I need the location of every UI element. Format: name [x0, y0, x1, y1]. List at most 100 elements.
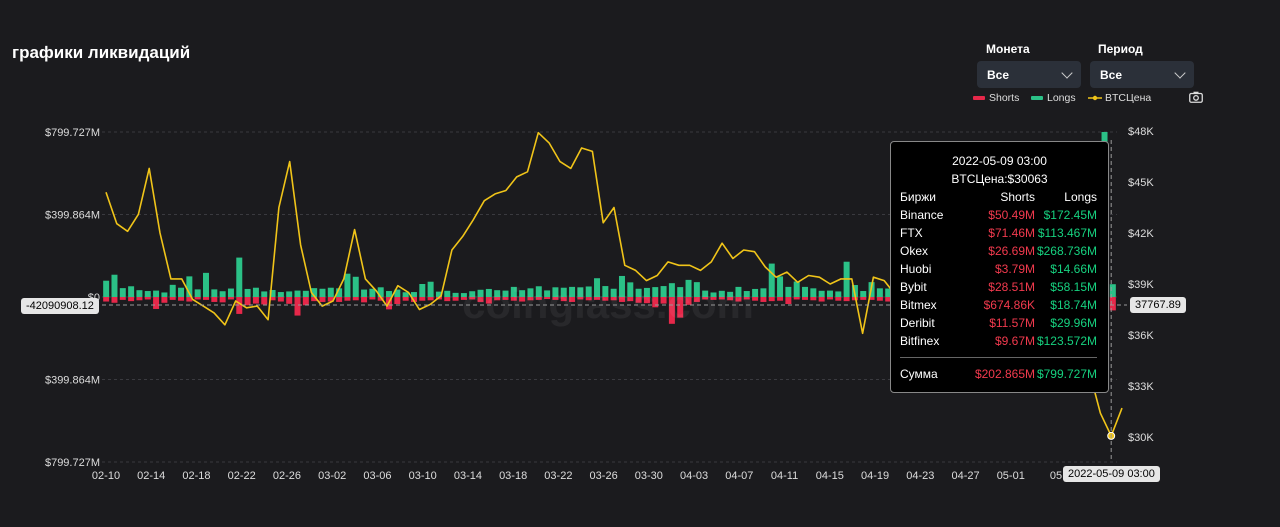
longs-bar[interactable] [718, 290, 725, 297]
longs-bar[interactable] [161, 292, 168, 297]
longs-bar[interactable] [485, 288, 492, 297]
shorts-bar[interactable] [485, 297, 492, 304]
longs-bar[interactable] [760, 288, 767, 297]
longs-bar[interactable] [169, 284, 176, 297]
longs-bar[interactable] [643, 287, 650, 297]
shorts-bar[interactable] [203, 297, 209, 300]
longs-bar[interactable] [227, 288, 234, 297]
longs-bar[interactable] [710, 292, 717, 297]
longs-bar[interactable] [777, 276, 784, 297]
shorts-bar[interactable] [361, 297, 368, 303]
longs-bar[interactable] [660, 286, 667, 297]
shorts-bar[interactable] [427, 297, 434, 301]
shorts-bar[interactable] [352, 297, 359, 301]
shorts-bar[interactable] [402, 297, 409, 301]
longs-bar[interactable] [402, 292, 409, 297]
longs-bar[interactable] [394, 289, 401, 297]
legend-longs[interactable]: Longs [1031, 92, 1076, 104]
longs-bar[interactable] [577, 287, 584, 297]
shorts-bar[interactable] [294, 297, 301, 316]
longs-bar[interactable] [702, 290, 709, 297]
longs-bar[interactable] [544, 290, 551, 297]
period-select[interactable]: Все [1090, 61, 1194, 88]
longs-bar[interactable] [768, 263, 775, 297]
shorts-bar[interactable] [569, 297, 576, 302]
longs-bar[interactable] [469, 291, 476, 297]
longs-bar[interactable] [585, 286, 592, 297]
longs-bar[interactable] [535, 286, 542, 297]
shorts-bar[interactable] [211, 297, 218, 302]
longs-bar[interactable] [111, 274, 118, 297]
shorts-bar[interactable] [843, 297, 850, 302]
longs-bar[interactable] [128, 286, 135, 297]
longs-bar[interactable] [153, 290, 160, 297]
longs-bar[interactable] [752, 288, 759, 297]
longs-bar[interactable] [460, 293, 467, 297]
longs-bar[interactable] [244, 288, 251, 297]
longs-bar[interactable] [136, 290, 143, 297]
shorts-bar[interactable] [835, 297, 842, 301]
shorts-bar[interactable] [469, 297, 476, 300]
shorts-bar[interactable] [743, 297, 750, 300]
shorts-bar[interactable] [460, 297, 467, 300]
longs-bar[interactable] [793, 281, 800, 297]
shorts-bar[interactable] [377, 297, 384, 301]
shorts-bar[interactable] [227, 297, 234, 300]
longs-bar[interactable] [261, 291, 268, 297]
longs-bar[interactable] [1109, 284, 1116, 297]
longs-bar[interactable] [103, 280, 110, 297]
shorts-bar[interactable] [610, 297, 617, 301]
shorts-bar[interactable] [677, 297, 684, 318]
shorts-bar[interactable] [394, 297, 401, 305]
shorts-bar[interactable] [319, 297, 326, 302]
shorts-bar[interactable] [618, 297, 625, 302]
longs-bar[interactable] [668, 283, 675, 297]
longs-bar[interactable] [352, 276, 359, 297]
longs-bar[interactable] [252, 287, 259, 297]
longs-bar[interactable] [594, 278, 601, 297]
longs-bar[interactable] [311, 288, 318, 297]
shorts-bar[interactable] [577, 297, 584, 300]
longs-bar[interactable] [410, 292, 417, 297]
shorts-bar[interactable] [860, 297, 867, 300]
shorts-bar[interactable] [302, 297, 309, 306]
shorts-bar[interactable] [685, 297, 692, 305]
shorts-bar[interactable] [652, 297, 659, 308]
longs-bar[interactable] [144, 291, 151, 297]
longs-bar[interactable] [344, 273, 351, 297]
longs-bar[interactable] [119, 288, 126, 297]
shorts-bar[interactable] [327, 297, 334, 302]
longs-bar[interactable] [652, 287, 659, 297]
shorts-bar[interactable] [277, 297, 284, 302]
shorts-bar[interactable] [627, 297, 634, 302]
shorts-bar[interactable] [510, 297, 517, 301]
shorts-bar[interactable] [153, 297, 160, 309]
longs-bar[interactable] [569, 286, 576, 297]
longs-bar[interactable] [369, 288, 376, 297]
shorts-bar[interactable] [752, 297, 759, 301]
shorts-bar[interactable] [169, 297, 176, 300]
longs-bar[interactable] [286, 291, 293, 297]
longs-bar[interactable] [194, 289, 201, 297]
longs-bar[interactable] [494, 290, 501, 297]
longs-bar[interactable] [835, 291, 842, 297]
shorts-bar[interactable] [103, 297, 110, 302]
shorts-bar[interactable] [710, 297, 717, 300]
shorts-bar[interactable] [502, 297, 509, 300]
shorts-bar[interactable] [186, 297, 193, 302]
shorts-bar[interactable] [560, 297, 567, 302]
longs-bar[interactable] [269, 289, 276, 297]
longs-bar[interactable] [419, 284, 426, 297]
shorts-bar[interactable] [660, 297, 667, 304]
shorts-bar[interactable] [527, 297, 534, 301]
shorts-bar[interactable] [702, 297, 709, 300]
shorts-bar[interactable] [494, 297, 501, 301]
longs-bar[interactable] [785, 286, 792, 297]
shorts-bar[interactable] [136, 297, 143, 301]
shorts-bar[interactable] [1109, 297, 1116, 311]
shorts-bar[interactable] [519, 297, 526, 302]
longs-bar[interactable] [885, 288, 892, 297]
shorts-bar[interactable] [311, 297, 318, 302]
shorts-bar[interactable] [785, 297, 792, 305]
coin-select[interactable]: Все [977, 61, 1081, 88]
